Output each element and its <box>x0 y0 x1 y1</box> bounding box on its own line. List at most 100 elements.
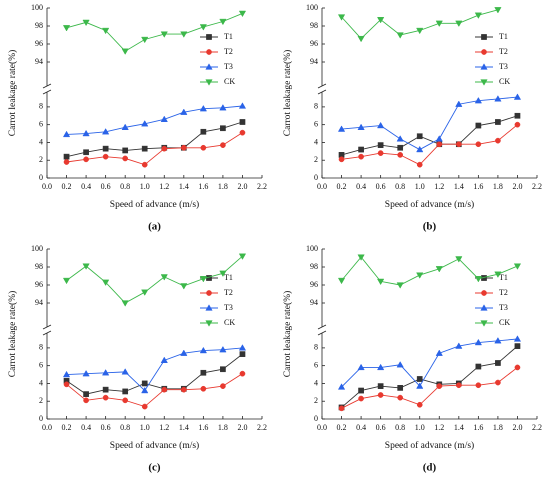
y-tick-label: 6 <box>314 360 318 369</box>
data-point <box>121 48 129 55</box>
x-tick-label: 2.2 <box>257 423 267 432</box>
series-line <box>341 256 518 286</box>
x-tick-label: 1.2 <box>159 182 169 191</box>
data-point <box>122 397 129 404</box>
data-point <box>397 394 404 401</box>
data-point <box>219 345 227 353</box>
x-tick-label: 1.6 <box>198 182 208 191</box>
data-point <box>475 363 482 370</box>
data-point <box>102 145 109 152</box>
series-line <box>66 347 243 392</box>
y-tick-label: 8 <box>314 102 318 111</box>
data-point <box>220 125 226 132</box>
data-point <box>199 276 207 283</box>
data-point <box>180 31 188 38</box>
data-point <box>141 380 148 387</box>
data-point <box>239 370 246 377</box>
axis-break <box>42 83 52 89</box>
x-tick-label: 2.0 <box>512 182 522 191</box>
axis-break <box>317 330 327 336</box>
legend-marker <box>481 34 487 40</box>
x-tick-label: 0.0 <box>317 423 327 432</box>
x-tick-label: 1.0 <box>140 423 150 432</box>
y-tick-label: 2 <box>39 155 43 164</box>
data-point <box>239 119 246 125</box>
data-point <box>122 388 129 395</box>
data-point <box>200 385 207 392</box>
x-tick-label: 2.0 <box>237 182 247 191</box>
y-tick-label: 2 <box>314 396 318 405</box>
legend-label: T3 <box>499 62 508 71</box>
data-point <box>475 382 482 389</box>
data-point <box>219 104 227 111</box>
legend-label: T1 <box>224 32 233 41</box>
series-line <box>66 12 243 52</box>
data-point <box>62 277 71 285</box>
legend-marker <box>481 290 487 296</box>
data-point <box>416 145 424 153</box>
legend-label: CK <box>224 77 235 86</box>
data-point <box>121 300 129 307</box>
y-axis-label: Carrot leakage rate(%) <box>7 291 18 378</box>
y-tick-label: 94 <box>35 57 43 66</box>
y-tick-label: 96 <box>310 39 318 48</box>
data-point <box>396 361 404 368</box>
data-point <box>337 277 346 285</box>
x-tick-label: 2.0 <box>512 423 522 432</box>
data-point <box>102 386 109 393</box>
series-line <box>66 353 243 395</box>
y-axis-label: Carrot leakage rate(%) <box>282 50 293 137</box>
legend-marker <box>481 49 487 55</box>
x-tick-label: 0.2 <box>62 423 72 432</box>
data-point <box>435 266 443 273</box>
y-tick-label: 96 <box>35 280 43 289</box>
data-point <box>494 95 502 102</box>
y-tick-label: 8 <box>39 102 43 111</box>
data-point <box>337 125 346 132</box>
data-point <box>102 128 110 135</box>
x-tick-label: 2.2 <box>257 182 267 191</box>
data-point <box>455 20 463 28</box>
x-tick-label: 1.6 <box>473 423 483 432</box>
data-point <box>199 104 207 112</box>
data-point <box>397 152 404 158</box>
data-point <box>416 161 423 168</box>
data-point <box>338 405 345 412</box>
legend-label: T1 <box>499 32 508 41</box>
data-point <box>199 24 207 31</box>
data-point <box>357 35 365 43</box>
legend-marker <box>206 49 212 55</box>
data-point <box>82 263 90 270</box>
series-line <box>341 9 499 40</box>
x-tick-label: 0.4 <box>81 182 91 191</box>
data-point <box>82 129 90 137</box>
data-point <box>397 385 404 391</box>
y-axis-label: Carrot leakage rate(%) <box>7 50 18 137</box>
data-point <box>396 135 404 142</box>
y-tick-label: 94 <box>310 57 318 66</box>
x-tick-label: 2.0 <box>237 423 247 432</box>
data-point <box>514 112 521 119</box>
data-point <box>396 282 404 289</box>
data-point <box>180 386 187 393</box>
x-tick-label: 1.8 <box>218 182 228 191</box>
data-point <box>180 144 187 151</box>
data-point <box>514 121 521 128</box>
y-tick-label: 100 <box>306 244 318 253</box>
legend-label: T2 <box>499 47 508 56</box>
data-point <box>455 342 463 349</box>
axis-break <box>42 330 52 336</box>
legend-marker <box>480 304 488 311</box>
x-tick-label: 0.2 <box>337 423 347 432</box>
data-point <box>474 96 482 104</box>
x-tick-label: 1.2 <box>159 423 169 432</box>
x-tick-label: 0.8 <box>395 182 405 191</box>
data-point <box>239 129 246 136</box>
data-point <box>495 360 501 366</box>
data-point <box>141 161 148 168</box>
data-point <box>238 253 247 260</box>
axis-break <box>317 89 327 95</box>
x-tick-label: 2.2 <box>532 423 542 432</box>
data-point <box>337 383 346 390</box>
data-point <box>436 383 443 389</box>
